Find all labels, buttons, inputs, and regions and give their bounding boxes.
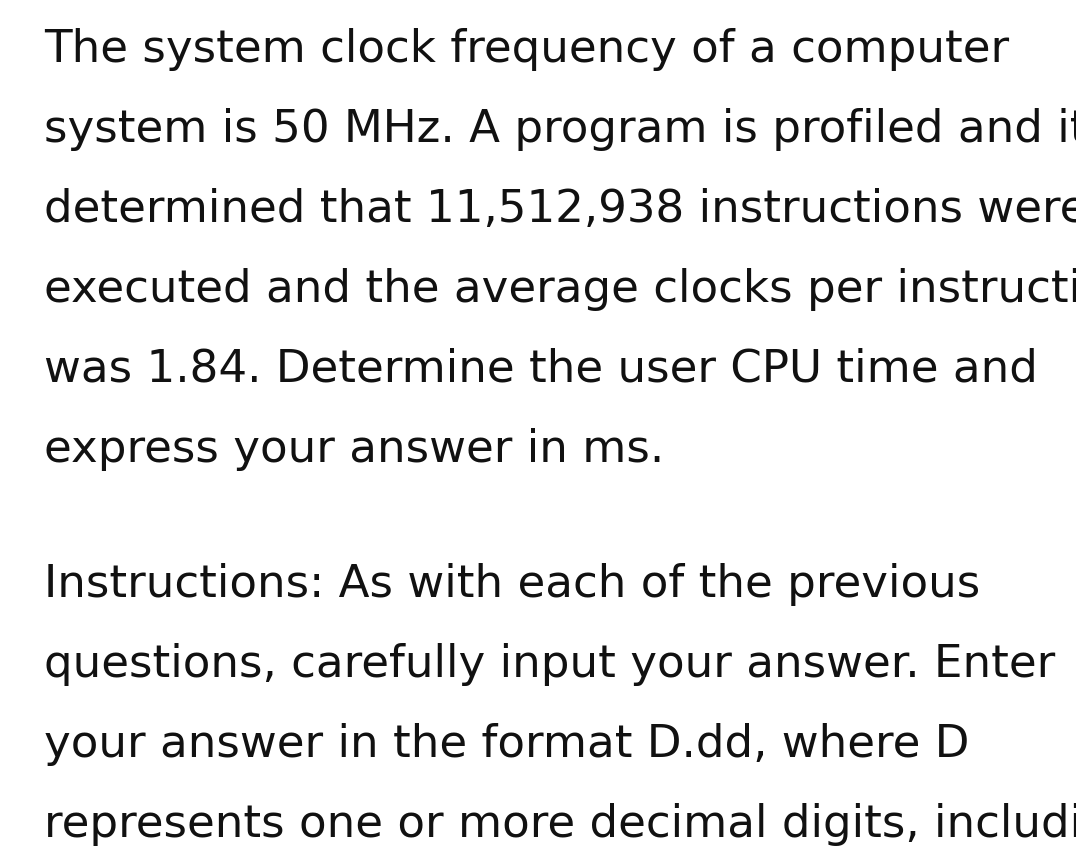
Text: was 1.84. Determine the user CPU time and: was 1.84. Determine the user CPU time an… (44, 348, 1038, 391)
Text: represents one or more decimal digits, including: represents one or more decimal digits, i… (44, 803, 1076, 846)
Text: express your answer in ms.: express your answer in ms. (44, 428, 664, 471)
Text: determined that 11,512,938 instructions were: determined that 11,512,938 instructions … (44, 188, 1076, 231)
Text: questions, carefully input your answer. Enter: questions, carefully input your answer. … (44, 643, 1056, 686)
Text: The system clock frequency of a computer: The system clock frequency of a computer (44, 28, 1009, 71)
Text: system is 50 MHz. A program is profiled and it is: system is 50 MHz. A program is profiled … (44, 108, 1076, 151)
Text: your answer in the format D.dd, where D: your answer in the format D.dd, where D (44, 723, 969, 766)
Text: executed and the average clocks per instruction: executed and the average clocks per inst… (44, 268, 1076, 311)
Text: Instructions: As with each of the previous: Instructions: As with each of the previo… (44, 563, 980, 606)
